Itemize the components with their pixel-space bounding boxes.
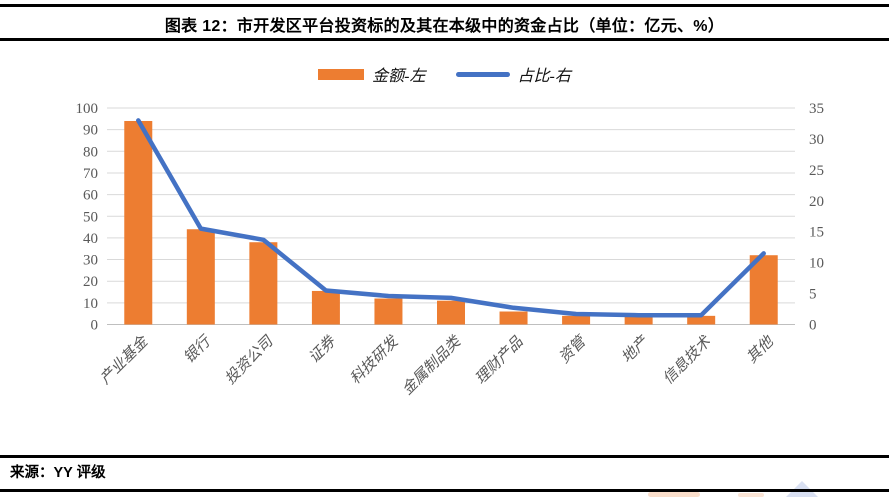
left-axis-tick-label: 50: [83, 209, 98, 225]
right-axis-tick-label: 10: [809, 256, 824, 272]
x-tick-label-投资公司: 投资公司: [222, 332, 278, 388]
bar-投资公司[interactable]: [249, 242, 278, 325]
chart-legend: 金额-左 占比-右: [0, 62, 889, 86]
bar-银行[interactable]: [186, 229, 215, 325]
chart-svg: 0 10 20 30 40 50 60 70 80 90 100 0 5 10 15 20 25 30 35 产业基金…: [76, 101, 825, 398]
right-axis-tick-label: 5: [809, 287, 817, 303]
bar-理财产品[interactable]: [499, 311, 528, 325]
left-axis-tick-label: 90: [83, 123, 98, 139]
bar-科技研发[interactable]: [374, 298, 403, 325]
legend-item-amount[interactable]: 金额-左: [318, 62, 426, 86]
right-axis-tick-label: 35: [809, 101, 824, 117]
x-tick-label-银行: 银行: [180, 332, 215, 367]
line-swatch-icon: [455, 71, 510, 77]
x-tick-label-地产: 地产: [618, 332, 653, 367]
x-tick-label-理财产品: 理财产品: [472, 333, 527, 388]
left-axis-tick-label: 0: [91, 318, 99, 334]
watermark-smudge-icon: [648, 492, 700, 497]
right-axis-tick-label: 30: [809, 132, 824, 148]
x-tick-label-证券: 证券: [305, 333, 339, 367]
bar-金属制品类[interactable]: [437, 300, 465, 325]
left-axis-tick-label: 20: [83, 274, 98, 290]
left-axis-tick-label: 60: [83, 188, 98, 204]
left-axis-tick-label: 30: [83, 253, 98, 269]
x-tick-label-其他: 其他: [743, 332, 778, 367]
bar-其他[interactable]: [749, 255, 778, 325]
left-axis-tick-label: 100: [76, 101, 99, 117]
right-axis-tick-label: 0: [809, 318, 817, 334]
x-tick-label-产业基金: 产业基金: [97, 332, 153, 388]
right-axis-tick-label: 25: [809, 163, 824, 179]
right-axis-tick-label: 15: [809, 225, 824, 241]
left-axis-tick-label: 80: [83, 144, 98, 160]
legend-label-amount: 金额-左: [372, 68, 426, 85]
bar-swatch-icon: [318, 68, 365, 80]
bar-地产[interactable]: [624, 316, 653, 325]
left-axis-tick-label: 70: [83, 166, 98, 182]
bar-产业基金[interactable]: [124, 120, 153, 325]
x-tick-label-科技研发: 科技研发: [347, 332, 403, 388]
left-axis-tick-label: 10: [83, 296, 98, 312]
bar-信息技术[interactable]: [687, 315, 716, 325]
x-tick-label-资管: 资管: [556, 332, 591, 367]
bar-资管[interactable]: [562, 315, 591, 325]
source-note: 来源：YY 评级: [10, 465, 106, 481]
top-rule: [0, 4, 889, 7]
left-axis-tick-label: 40: [83, 231, 98, 247]
bar-证券[interactable]: [311, 290, 340, 325]
ratio-line[interactable]: [136, 118, 766, 318]
watermark-smudge-icon: [738, 493, 764, 497]
right-axis-tick-label: 20: [809, 194, 824, 210]
legend-label-ratio: 占比-右: [517, 68, 571, 85]
bottom-rule: [0, 489, 889, 492]
combo-chart: 0 10 20 30 40 50 60 70 80 90 100 0 5 10 15 20 25 30 35 产业基金…: [0, 90, 889, 442]
title-bottom-rule: [0, 38, 889, 41]
x-tick-label-信息技术: 信息技术: [660, 332, 716, 388]
x-tick-label-金属制品类: 金属制品类: [399, 332, 465, 398]
source-top-rule: [0, 455, 889, 458]
figure-title: 图表 12：市开发区平台投资标的及其在本级中的资金占比（单位：亿元、%）: [164, 18, 725, 35]
legend-item-ratio[interactable]: 占比-右: [455, 62, 571, 86]
